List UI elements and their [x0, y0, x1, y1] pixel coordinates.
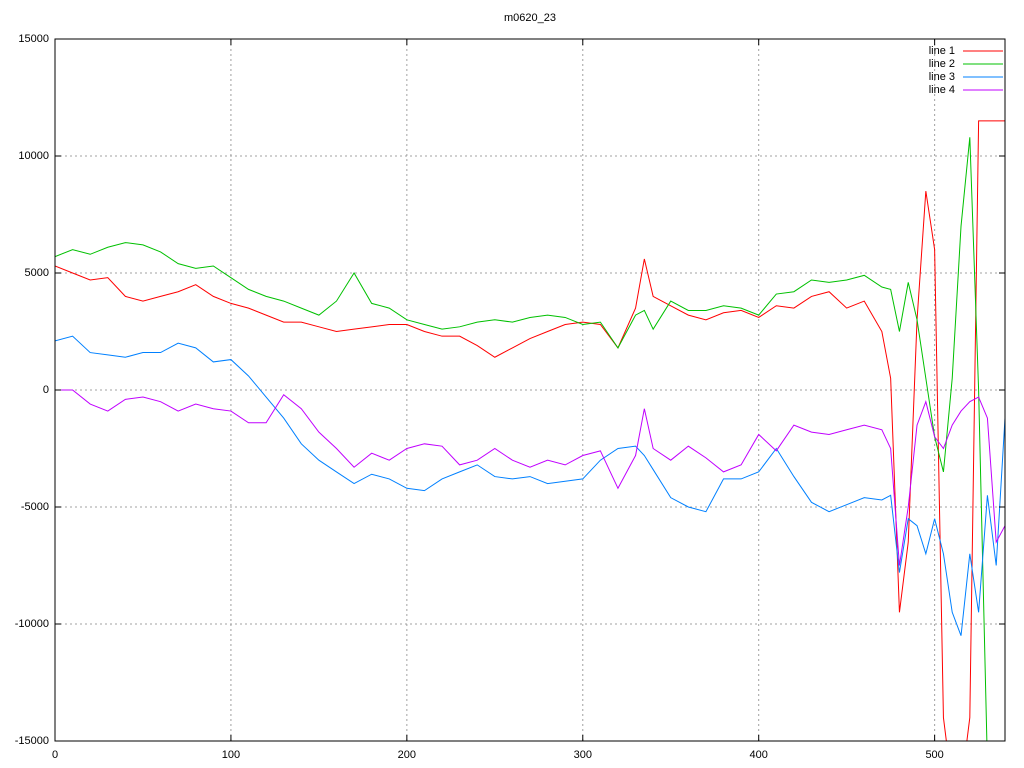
legend-label: line 1 [929, 45, 955, 57]
y-tick-label: 0 [43, 384, 49, 396]
x-tick-label: 500 [925, 749, 943, 761]
data-line [55, 335, 1005, 636]
y-tick-label: -15000 [15, 735, 49, 747]
x-tick-label: 200 [398, 749, 416, 761]
lines-layer [55, 120, 1005, 741]
labels-layer: -15000 -10000 -5000 0 5000 10000 15000 0 100 200 3… [15, 33, 1005, 761]
x-tick-label: 300 [574, 749, 592, 761]
legend-label: line 2 [929, 58, 955, 70]
legend-label: line 3 [929, 71, 955, 83]
x-tick-label: 400 [750, 749, 768, 761]
chart-title: m0620_23 [504, 12, 556, 24]
x-tick-label: 100 [222, 749, 240, 761]
y-tick-label: 5000 [25, 267, 49, 279]
y-tick-label: 15000 [18, 33, 49, 45]
y-tick-label: -10000 [15, 618, 49, 630]
y-tick-label: 10000 [18, 150, 49, 162]
y-tick-label: -5000 [21, 501, 49, 513]
x-tick-label: 0 [52, 749, 58, 761]
legend-label: line 4 [929, 84, 955, 96]
data-line [55, 137, 988, 741]
data-line [55, 389, 1005, 566]
data-line [55, 120, 1005, 741]
